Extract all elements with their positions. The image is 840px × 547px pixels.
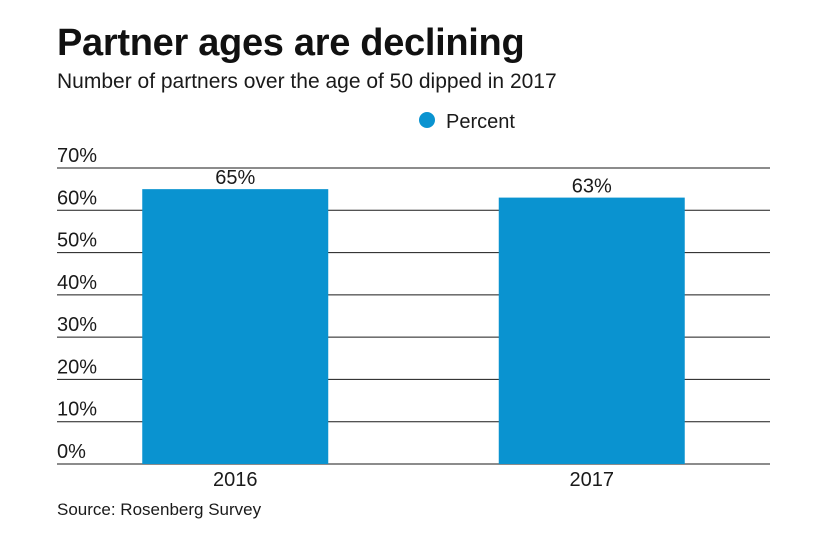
- legend: Percent: [419, 111, 515, 133]
- chart-title: Partner ages are declining: [57, 22, 525, 64]
- x-tick-label-2017: 2017: [570, 469, 615, 491]
- data-label-2017: 63%: [572, 176, 612, 198]
- y-tick-label-40: 40%: [57, 272, 97, 294]
- y-tick-label-60: 60%: [57, 187, 97, 209]
- source-note: Source: Rosenberg Survey: [57, 500, 262, 519]
- y-tick-label-20: 20%: [57, 356, 97, 378]
- y-tick-label-70: 70%: [57, 145, 97, 167]
- bars: [142, 189, 685, 464]
- y-axis-tick-labels: 0% 10% 20% 30% 40% 50% 60% 70%: [57, 145, 97, 463]
- y-tick-label-10: 10%: [57, 399, 97, 421]
- data-label-2016: 65%: [215, 167, 255, 189]
- chart-subtitle: Number of partners over the age of 50 di…: [57, 70, 557, 93]
- y-tick-label-0: 0%: [57, 441, 86, 463]
- data-labels: 65% 63%: [215, 167, 612, 197]
- x-axis-tick-labels: 2016 2017: [213, 469, 614, 491]
- x-tick-label-2016: 2016: [213, 469, 258, 491]
- legend-marker-percent: [419, 112, 435, 128]
- bar-2016: [142, 189, 329, 464]
- y-tick-label-30: 30%: [57, 314, 97, 336]
- legend-label-percent: Percent: [446, 111, 515, 133]
- bar-2017: [498, 197, 685, 464]
- y-tick-label-50: 50%: [57, 230, 97, 252]
